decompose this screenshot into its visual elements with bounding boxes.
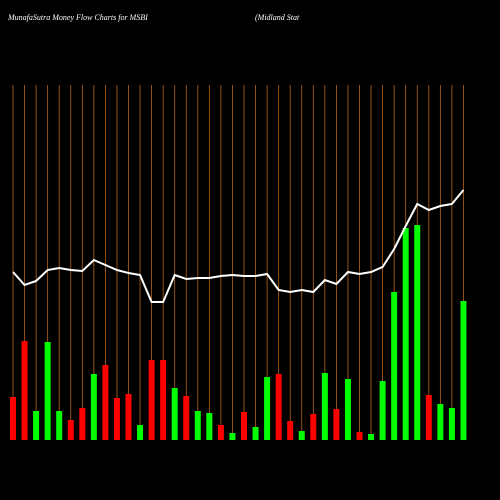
bar — [10, 397, 16, 440]
bar — [252, 427, 259, 440]
bar — [33, 411, 40, 440]
bar — [402, 228, 409, 440]
bar — [425, 395, 432, 440]
bar — [113, 398, 120, 440]
bar — [56, 411, 63, 440]
bar — [298, 431, 305, 440]
bar — [460, 301, 467, 440]
bar — [287, 421, 294, 440]
bar — [148, 360, 155, 440]
bar — [125, 394, 132, 440]
bar — [414, 225, 421, 440]
bar — [437, 404, 444, 440]
bar — [183, 396, 190, 440]
bar — [137, 425, 144, 440]
bar — [391, 292, 398, 440]
bar — [333, 409, 340, 440]
bar — [379, 381, 386, 440]
bar — [102, 365, 109, 440]
bar — [44, 342, 51, 440]
bar — [160, 360, 167, 440]
bar — [344, 379, 351, 440]
chart-subtitle: (Midland Stat — [255, 13, 300, 22]
line — [12, 189, 465, 303]
bar — [310, 414, 317, 440]
bar — [194, 411, 201, 440]
bar — [217, 425, 224, 440]
bar — [90, 374, 97, 440]
bar — [448, 408, 455, 440]
bar — [275, 374, 282, 440]
bar — [368, 434, 375, 440]
bar — [321, 373, 328, 440]
bar — [206, 413, 213, 440]
bar — [229, 433, 236, 440]
bar — [171, 388, 178, 440]
bar — [79, 408, 86, 440]
bar — [67, 420, 74, 440]
bar — [356, 432, 363, 440]
bar — [264, 377, 271, 440]
bar — [241, 412, 247, 440]
bar — [21, 341, 28, 440]
chart-title: MunafaSutra Money Flow Charts for MSBI — [7, 13, 148, 22]
